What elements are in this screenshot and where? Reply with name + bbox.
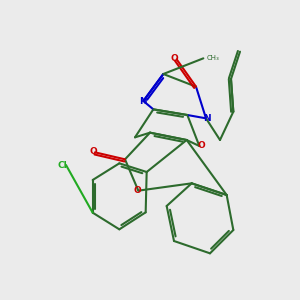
Text: O: O	[171, 54, 178, 63]
Text: O: O	[134, 186, 141, 195]
Text: N: N	[203, 114, 211, 123]
Text: N: N	[140, 98, 147, 106]
Text: O: O	[89, 147, 97, 156]
Text: CH₃: CH₃	[206, 55, 219, 61]
Text: Cl: Cl	[57, 160, 67, 169]
Text: O: O	[197, 142, 205, 151]
